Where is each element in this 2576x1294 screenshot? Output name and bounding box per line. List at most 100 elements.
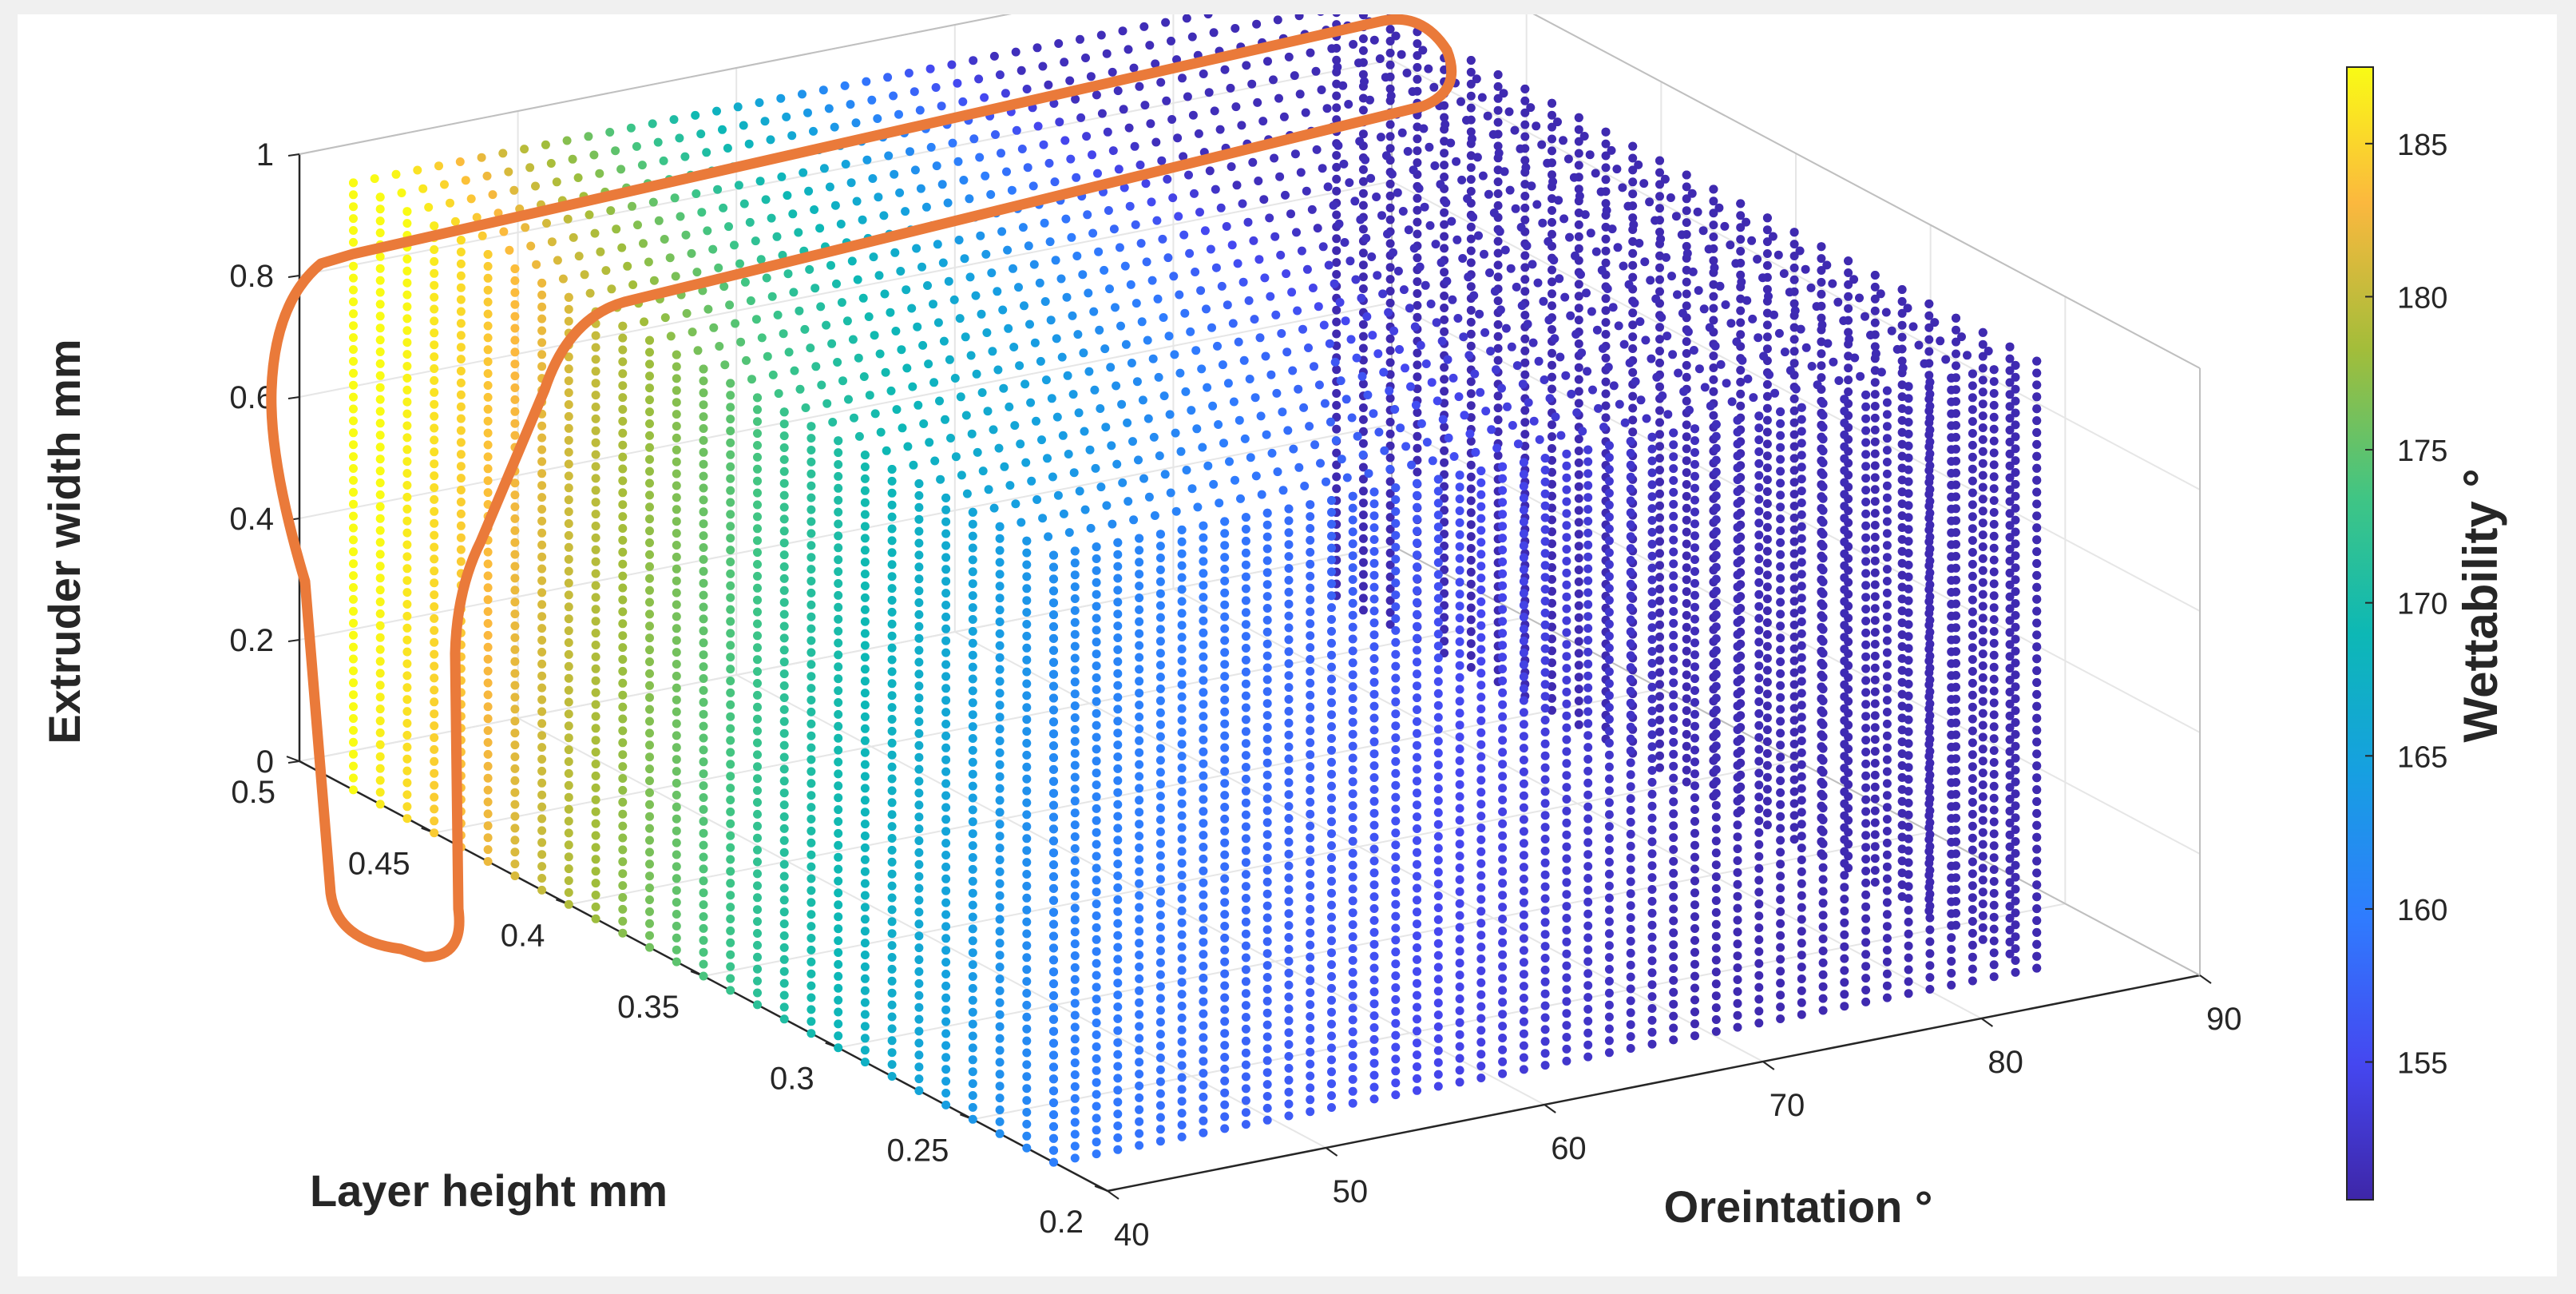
scatter-point xyxy=(1241,608,1250,617)
scatter-point xyxy=(1818,958,1828,967)
scatter-point xyxy=(1323,182,1333,192)
scatter-point xyxy=(1177,668,1187,677)
scatter-point xyxy=(1466,544,1476,553)
scatter-point xyxy=(1092,709,1101,718)
scatter-point xyxy=(971,291,981,300)
scatter-point xyxy=(1113,955,1123,964)
scatter-point xyxy=(1220,862,1230,871)
scatter-point xyxy=(1647,849,1657,859)
scatter-point xyxy=(1840,621,1849,630)
scatter-point xyxy=(1925,544,1935,554)
scatter-point xyxy=(980,93,989,102)
scatter-point xyxy=(1433,832,1443,841)
scatter-point xyxy=(1241,1060,1250,1070)
scatter-point xyxy=(1947,552,1956,562)
scatter-point xyxy=(1647,754,1657,764)
scatter-point xyxy=(1647,766,1657,775)
scatter-point xyxy=(1440,518,1449,527)
scatter-point xyxy=(1897,332,1907,342)
scatter-point xyxy=(1904,787,1913,796)
scatter-point xyxy=(1155,637,1165,646)
scatter-point xyxy=(1413,609,1421,619)
scatter-point xyxy=(1647,861,1657,871)
scatter-point xyxy=(1562,628,1571,637)
scatter-point xyxy=(1540,1001,1550,1010)
scatter-point xyxy=(1369,618,1379,628)
scatter-point xyxy=(1519,756,1528,764)
scatter-point xyxy=(1776,1002,1785,1012)
scatter-point xyxy=(1754,649,1764,659)
scatter-point xyxy=(1834,376,1844,385)
scatter-point xyxy=(1493,415,1503,425)
scatter-point xyxy=(1797,974,1806,983)
scatter-point xyxy=(1583,755,1593,764)
scatter-point xyxy=(1583,576,1593,585)
scatter-point xyxy=(1413,645,1421,655)
scatter-point xyxy=(1655,275,1664,284)
scatter-point xyxy=(1882,422,1892,431)
scatter-point xyxy=(981,249,991,259)
scatter-point xyxy=(1604,512,1614,522)
scatter-point xyxy=(1789,811,1799,820)
scatter-point xyxy=(977,309,986,319)
scatter-point xyxy=(1113,1145,1123,1154)
scatter-point xyxy=(890,169,899,179)
scatter-point xyxy=(1476,752,1486,761)
scatter-point xyxy=(1159,391,1169,401)
scatter-point xyxy=(1754,685,1764,695)
scatter-point xyxy=(1284,802,1294,812)
scatter-point xyxy=(929,378,939,387)
scatter-point xyxy=(1540,692,1550,701)
scatter-point xyxy=(1248,157,1258,167)
scatter-point xyxy=(1433,998,1443,1008)
scatter-point xyxy=(1736,199,1746,208)
scatter-point xyxy=(1103,127,1112,137)
scatter-point xyxy=(1669,1011,1678,1021)
scatter-point xyxy=(1306,666,1315,676)
scatter-point xyxy=(1433,796,1443,805)
scatter-point xyxy=(883,73,893,82)
scatter-point xyxy=(1583,493,1593,502)
scatter-point xyxy=(1155,530,1165,539)
scatter-point xyxy=(1413,657,1421,667)
scatter-point xyxy=(1118,478,1127,487)
scatter-point xyxy=(1520,370,1530,379)
scatter-point xyxy=(1516,223,1526,232)
scatter-point xyxy=(1840,883,1849,892)
scatter-point xyxy=(862,155,872,165)
scatter-point xyxy=(1284,52,1294,62)
scatter-point xyxy=(1655,668,1664,677)
scatter-point xyxy=(1430,161,1440,170)
scatter-point xyxy=(1390,405,1400,414)
scatter-point xyxy=(1197,364,1207,374)
scatter-point xyxy=(1797,772,1806,781)
scatter-point xyxy=(1466,413,1476,423)
scatter-point xyxy=(1607,224,1617,234)
scatter-point xyxy=(1861,712,1871,721)
scatter-point xyxy=(1377,211,1386,220)
scatter-point xyxy=(1405,304,1414,313)
scatter-point xyxy=(1540,727,1550,736)
scatter-point xyxy=(1362,312,1372,321)
scatter-point xyxy=(2005,414,2015,423)
scatter-point xyxy=(1947,540,1956,550)
scatter-point xyxy=(1426,300,1436,308)
scatter-point xyxy=(1391,828,1401,838)
scatter-point xyxy=(1094,247,1104,256)
scatter-point xyxy=(1682,432,1691,442)
scatter-point xyxy=(542,219,551,228)
scatter-point xyxy=(1818,566,1828,575)
scatter-point xyxy=(1655,525,1664,534)
scatter-point xyxy=(1655,347,1664,355)
scatter-point xyxy=(2005,533,2015,542)
scatter-point xyxy=(1925,675,1935,685)
scatter-point xyxy=(1363,391,1373,399)
scatter-point xyxy=(1690,781,1699,791)
scatter-point xyxy=(1789,740,1799,748)
scatter-point xyxy=(1562,723,1571,732)
scatter-point xyxy=(1284,742,1294,752)
scatter-point xyxy=(1583,636,1593,645)
scatter-point xyxy=(1840,609,1849,618)
scatter-point xyxy=(1925,866,1935,875)
scatter-point xyxy=(1604,548,1614,558)
